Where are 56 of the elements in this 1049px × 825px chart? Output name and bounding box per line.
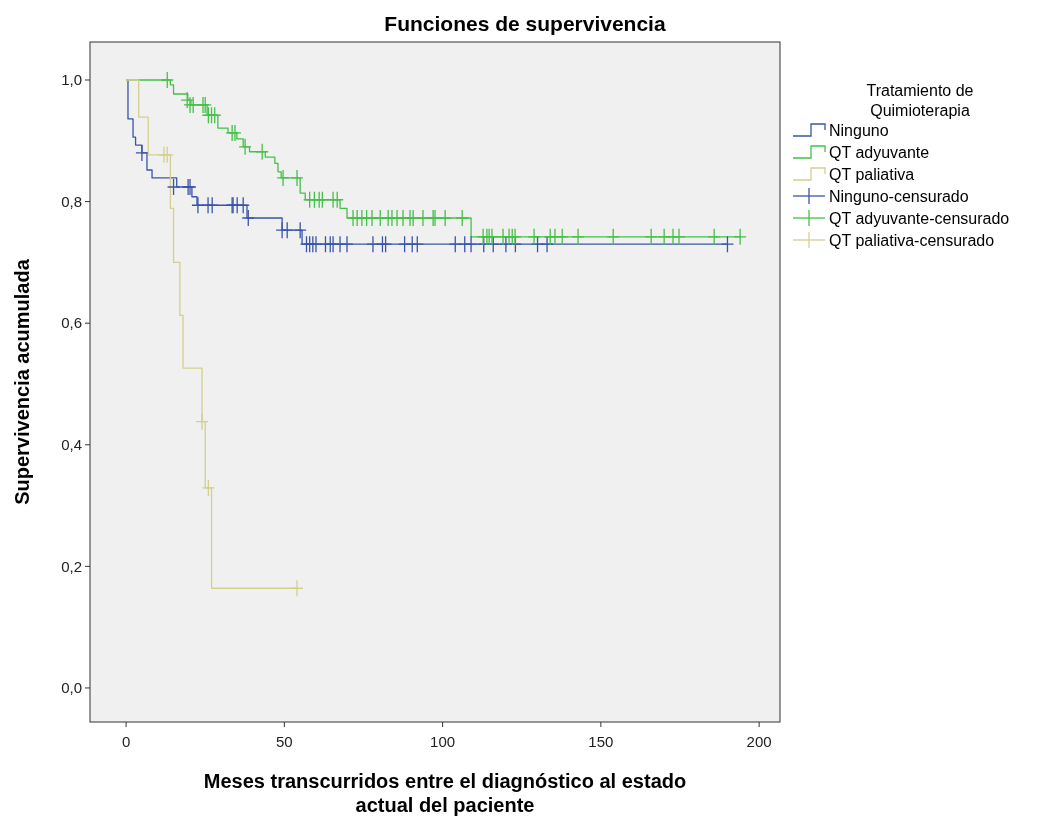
point <box>606 228 620 246</box>
point <box>720 235 735 253</box>
point <box>255 143 269 161</box>
point <box>236 196 250 214</box>
point <box>455 209 469 227</box>
point <box>340 235 354 253</box>
point <box>416 209 430 227</box>
point <box>672 228 686 246</box>
legend-label: Ninguno <box>829 121 889 139</box>
point <box>241 209 255 227</box>
point <box>280 221 294 239</box>
point <box>644 228 658 246</box>
x-tick-label: 50 <box>276 733 293 750</box>
point <box>160 71 174 89</box>
y-tick-label: 1,0 <box>61 71 82 89</box>
x-tick-label: 0 <box>121 733 131 750</box>
point <box>290 169 304 187</box>
y-tick-label: 0,0 <box>61 679 82 697</box>
legend-label: QT adyuvante <box>829 143 930 161</box>
point <box>464 235 478 253</box>
y-tick-label: 0,4 <box>61 436 82 454</box>
point <box>448 235 462 253</box>
point <box>201 479 216 497</box>
point <box>410 235 424 253</box>
point <box>555 228 569 246</box>
point <box>166 178 181 196</box>
chart-title: Funciones de supervivencia <box>384 12 666 35</box>
point <box>330 191 344 209</box>
x-tick-label: 150 <box>588 733 614 750</box>
point <box>191 196 205 214</box>
point <box>733 228 747 246</box>
x-tick-label: 100 <box>430 733 456 750</box>
legend-label: QT adyuvante-censurado <box>829 209 1010 227</box>
point <box>571 228 585 246</box>
legend-label: Ninguno-censurado <box>829 187 969 205</box>
point <box>540 235 554 253</box>
point <box>208 106 222 124</box>
point <box>293 221 307 239</box>
point <box>438 209 452 227</box>
point <box>205 196 219 214</box>
legend-label: QT paliativa-censurado <box>829 231 995 249</box>
point <box>707 228 721 246</box>
y-tick-label: 0,8 <box>61 192 82 210</box>
y-tick-label: 0,6 <box>61 314 82 332</box>
y-axis-title: Supervivencia acumulada <box>11 258 33 505</box>
legend-label: QT paliativa <box>829 165 915 183</box>
point <box>276 169 290 187</box>
x-tick-label: 200 <box>746 733 772 750</box>
point <box>135 144 149 162</box>
x-axis-title: Meses transcurridos entre el diagnóstico al estado actual del paciente <box>203 770 687 816</box>
point <box>195 413 209 431</box>
y-tick-label: 0,2 <box>61 557 82 575</box>
legend-title: Tratamiento de Quimioterapia <box>866 82 974 119</box>
point <box>238 138 252 156</box>
point <box>527 228 541 246</box>
point <box>290 579 304 597</box>
